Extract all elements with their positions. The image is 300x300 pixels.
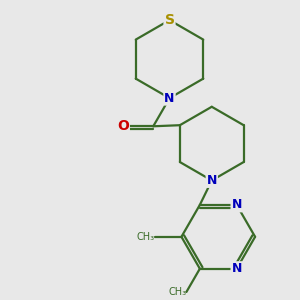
Text: N: N: [232, 198, 242, 212]
Text: CH₃: CH₃: [136, 232, 154, 242]
Text: N: N: [232, 262, 242, 275]
Text: N: N: [207, 174, 217, 187]
Text: N: N: [164, 92, 175, 105]
Text: CH₃: CH₃: [168, 287, 186, 297]
Text: S: S: [164, 13, 175, 27]
Text: O: O: [117, 119, 129, 133]
